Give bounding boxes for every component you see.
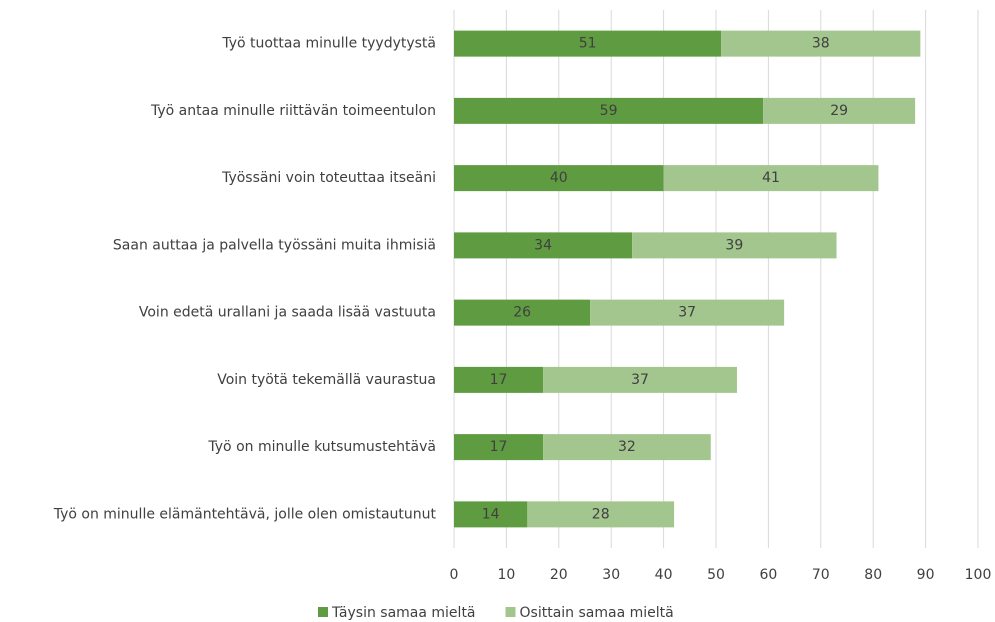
data-label: 17 — [490, 439, 508, 455]
bar-segment — [454, 97, 764, 124]
data-label: 17 — [490, 372, 508, 388]
data-label: 41 — [762, 170, 780, 186]
y-tick-label: Työssäni voin toteuttaa itseäni — [221, 170, 436, 186]
data-label: 26 — [513, 305, 531, 321]
data-label: 59 — [600, 103, 618, 119]
bar-segment — [454, 299, 591, 326]
bar-segment — [527, 501, 675, 528]
y-tick-label: Työ tuottaa minulle tyydytystä — [221, 36, 436, 52]
data-label: 34 — [534, 237, 552, 253]
data-label: 38 — [812, 36, 830, 52]
bar-segment — [543, 434, 711, 461]
x-tick-label: 40 — [655, 567, 673, 583]
x-tick-label: 80 — [864, 567, 882, 583]
y-tick-label: Saan auttaa ja palvella työssäni muita i… — [113, 237, 436, 253]
x-tick-label: 70 — [812, 567, 830, 583]
legend-swatch — [505, 607, 516, 617]
data-label: 32 — [618, 439, 636, 455]
x-tick-label: 100 — [965, 567, 992, 583]
y-tick-label: Voin edetä urallani ja saada lisää vastu… — [139, 305, 436, 321]
x-tick-label: 0 — [450, 567, 459, 583]
y-tick-label: Työ on minulle kutsumustehtävä — [207, 439, 436, 455]
bar-segment — [454, 366, 544, 393]
bar-segment — [454, 501, 528, 528]
data-label: 29 — [830, 103, 848, 119]
x-tick-label: 20 — [550, 567, 568, 583]
bar-segment — [632, 232, 837, 259]
bar-segment — [543, 366, 737, 393]
data-label: 14 — [482, 506, 500, 522]
data-label: 40 — [550, 170, 568, 186]
y-tick-label: Voin työtä tekemällä vaurastua — [217, 372, 436, 388]
bar-segment — [454, 30, 722, 57]
x-tick-label: 30 — [602, 567, 620, 583]
data-label: 39 — [725, 237, 743, 253]
x-tick-label: 60 — [759, 567, 777, 583]
bar-segment — [590, 299, 785, 326]
data-label: 37 — [678, 305, 696, 321]
legend-swatch — [318, 607, 328, 617]
data-label: 28 — [592, 506, 610, 522]
legend-label: Täysin samaa mieltä — [331, 605, 476, 621]
legend-label: Osittain samaa mieltä — [520, 605, 674, 621]
bar-segment — [454, 165, 664, 192]
x-tick-label: 90 — [917, 567, 935, 583]
bar-segment — [721, 30, 921, 57]
bar-segment — [763, 97, 916, 124]
x-tick-label: 10 — [497, 567, 515, 583]
data-label: 37 — [631, 372, 649, 388]
y-tick-label: Työ on minulle elämäntehtävä, jolle olen… — [53, 506, 437, 522]
bar-segment — [454, 434, 544, 461]
bar-segment — [454, 232, 633, 259]
bar-segment — [663, 165, 879, 192]
x-tick-label: 50 — [707, 567, 725, 583]
data-label: 51 — [579, 36, 597, 52]
y-tick-label: Työ antaa minulle riittävän toimeentulon — [150, 103, 436, 119]
